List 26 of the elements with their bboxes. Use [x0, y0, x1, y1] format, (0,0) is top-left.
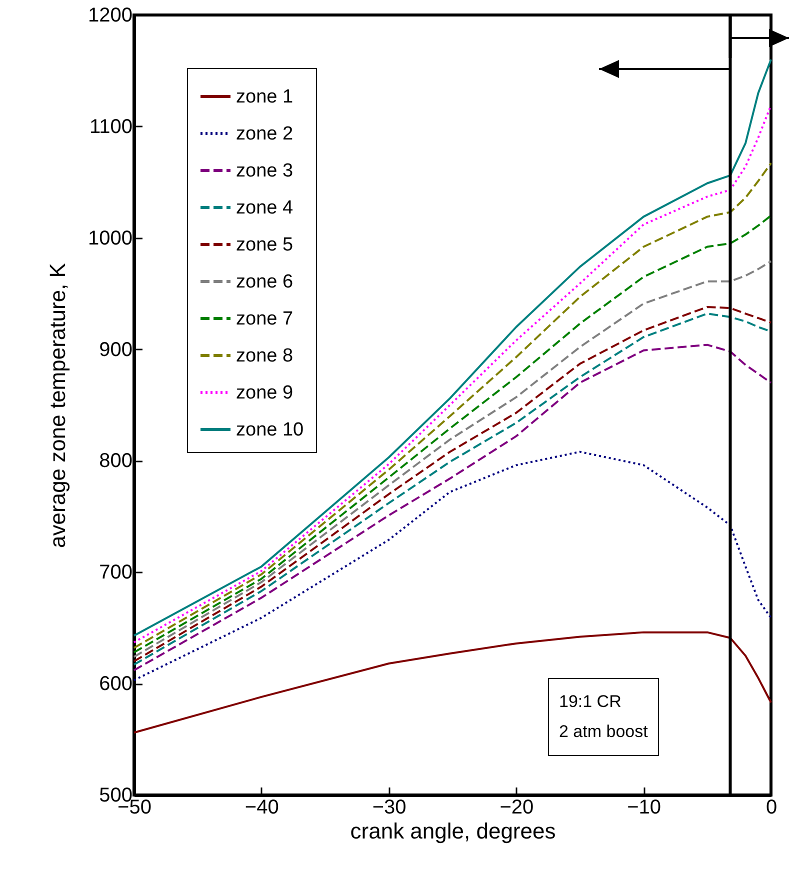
y-tick-label: 1100 [89, 116, 132, 138]
y-tick-label: 1200 [88, 4, 132, 26]
legend-label: zone 8 [236, 346, 294, 366]
annotation: 2 atm boost [559, 721, 648, 743]
y-tick-label: 700 [99, 562, 132, 584]
legend-label: zone 5 [236, 234, 294, 256]
y-tick-label: 600 [99, 673, 132, 696]
x-tick-label: −20 [500, 796, 534, 818]
legend-label: zone 9 [236, 382, 294, 404]
legend-label: zone 1 [236, 86, 294, 108]
x-tick-label: −40 [244, 796, 279, 818]
legend-label: zone 10 [236, 420, 304, 440]
x-tick-label: −10 [627, 796, 662, 818]
y-axis-title: average zone temperature, K [45, 262, 70, 548]
annotation: 19:1 CR [559, 691, 622, 713]
legend-label: zone 7 [236, 308, 294, 330]
x-axis-title: crank angle, degrees [350, 818, 556, 844]
y-tick-label: 1000 [88, 227, 132, 250]
legend-label: zone 4 [236, 198, 294, 218]
y-tick-label: 900 [99, 338, 132, 361]
legend-label: zone 2 [236, 124, 294, 144]
legend-label: zone 3 [236, 160, 294, 182]
y-tick-label: 800 [99, 450, 132, 472]
x-tick-label: −30 [372, 796, 406, 818]
x-tick-label: 0 [766, 796, 778, 818]
legend-label: zone 6 [236, 272, 294, 292]
